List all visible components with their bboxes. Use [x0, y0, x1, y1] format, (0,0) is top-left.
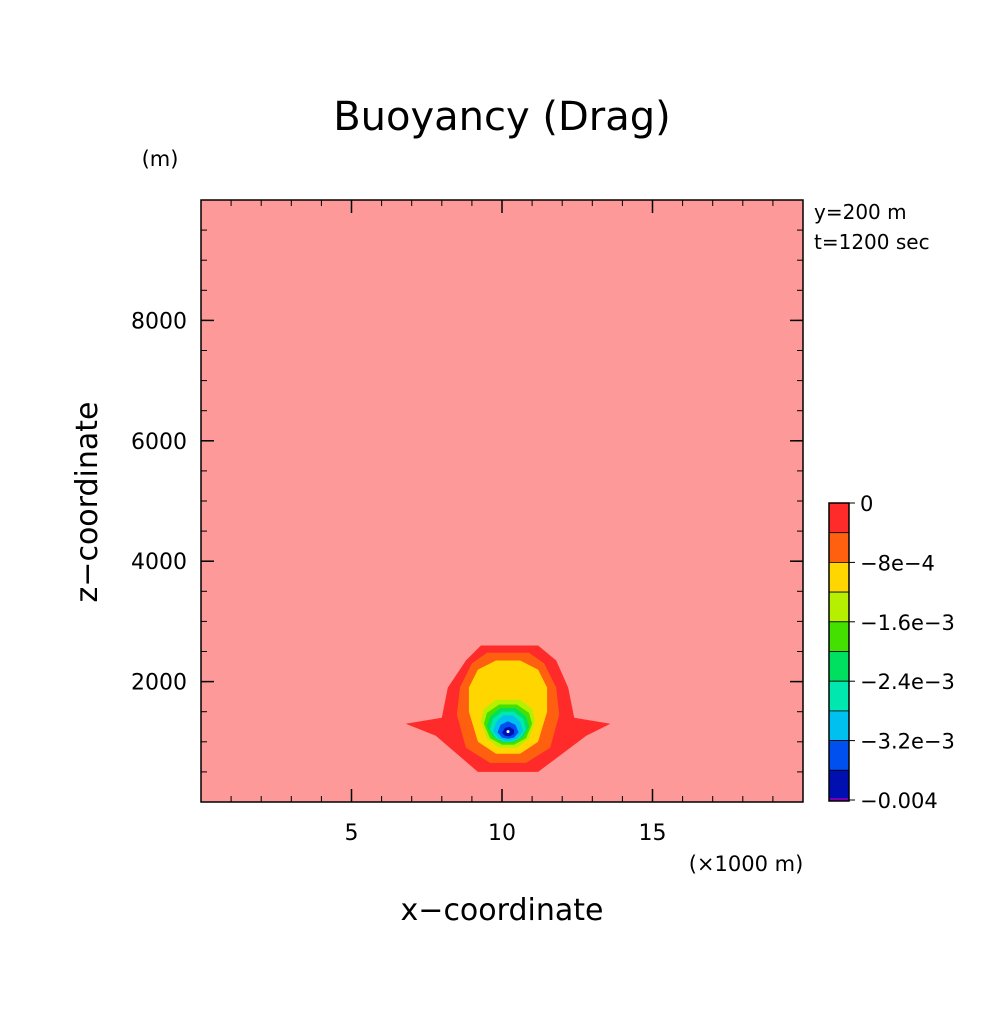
y-tick-label: 2000 — [131, 671, 187, 696]
colorbar-cell-7 — [828, 710, 850, 742]
colorbar-cell-5 — [828, 651, 850, 682]
colorbar-label: −1.6e−3 — [860, 611, 955, 635]
x-tick-label: 15 — [639, 821, 667, 846]
x-tick-label: 5 — [345, 821, 359, 846]
colorbar-cell-6 — [828, 680, 850, 712]
y-axis-label: z−coordinate — [70, 402, 105, 603]
colorbar-cell-0 — [828, 502, 850, 534]
colorbar-frame — [828, 502, 850, 802]
minimum-marker — [506, 730, 510, 734]
colorbar-cell-9 — [828, 769, 850, 801]
colorbar-bottom-cap — [829, 798, 849, 801]
colorbar-cell-4 — [828, 621, 850, 652]
colorbar-label: −8e−4 — [860, 551, 935, 575]
colorbar-label: −3.2e−3 — [860, 730, 955, 754]
colorbar-label: 0 — [860, 492, 873, 516]
colorbar: 0 −8e−4 −1.6e−3 −2.4e−3 −3.2e−3 −0.004 — [828, 492, 955, 813]
colorbar-label: −2.4e−3 — [860, 670, 955, 694]
y-unit-label: (m) — [142, 147, 179, 171]
y-tick-label: 4000 — [131, 550, 187, 575]
info-y-label: y=200 m — [814, 200, 907, 224]
x-tick-label: 10 — [488, 821, 516, 846]
colorbar-cell-8 — [828, 740, 850, 771]
axes-layer: 5 10 15 2000 4000 6000 8000 — [131, 199, 804, 846]
chart-title: Buoyancy (Drag) — [333, 94, 671, 140]
y-tick-label: 6000 — [131, 430, 187, 455]
x-axis-label: x−coordinate — [401, 893, 604, 928]
x-unit-label: (×1000 m) — [689, 852, 804, 876]
plot-area — [201, 200, 803, 802]
colorbar-cell-3 — [828, 591, 850, 623]
colorbar-label: −0.004 — [860, 789, 938, 813]
y-tick-label: 8000 — [131, 309, 187, 334]
colorbar-cell-2 — [828, 562, 850, 593]
info-t-label: t=1200 sec — [814, 230, 930, 254]
colorbar-cell-1 — [828, 532, 850, 563]
